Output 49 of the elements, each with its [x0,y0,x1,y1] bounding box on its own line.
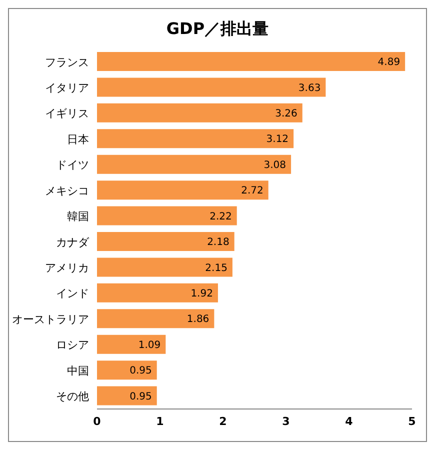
y-tick-label: 韓国 [67,210,89,224]
x-tick-label: 4 [345,414,354,428]
bar [97,258,232,277]
bar [97,129,294,148]
data-label: 2.18 [207,237,230,248]
y-tick-label: イタリア [45,81,89,94]
y-tick-label: フランス [45,56,89,69]
y-tick-label: オーストラリア [12,312,89,326]
bar [97,360,157,380]
y-tick-label: 日本 [67,132,89,146]
data-label: 3.08 [264,160,286,171]
y-tick-label: メキシコ [45,184,89,198]
bar [97,78,326,97]
data-label: 3.26 [275,108,298,120]
data-label: 0.95 [130,366,152,377]
bar [97,309,214,328]
data-label: 1.09 [138,340,161,351]
chart-title: GDP／排出量 [165,18,270,40]
bar [97,386,157,406]
bar [97,206,237,226]
x-tick-label: 5 [408,414,416,428]
y-tick-label: ロシア [56,338,89,352]
y-tick-label: イギリス [45,107,89,120]
data-label: 4.89 [378,57,400,68]
x-tick-label: 2 [219,414,227,428]
bar [97,232,234,251]
bar [97,52,406,71]
data-label: 3.12 [266,134,289,146]
y-tick-label: インド [56,287,89,300]
data-label: 2.72 [241,186,264,197]
x-tick-label: 0 [93,414,102,428]
data-label: 1.92 [190,288,213,300]
data-label: 2.22 [210,211,232,222]
bar [97,334,166,354]
y-tick-label: アメリカ [45,261,89,274]
y-tick-label: カナダ [56,236,90,249]
y-tick-label: 中国 [67,364,89,378]
data-label: 1.86 [186,314,210,326]
bar [97,283,218,302]
y-tick-label: ドイツ [56,158,89,172]
x-tick-label: 3 [282,414,290,428]
data-label: 2.15 [205,262,228,274]
bar [97,180,268,200]
x-tick-label: 1 [156,414,164,428]
data-label: 0.95 [130,391,152,402]
bar [97,103,302,122]
data-label: 3.63 [298,82,321,94]
y-tick-label: その他 [56,390,89,404]
bar [97,154,292,174]
